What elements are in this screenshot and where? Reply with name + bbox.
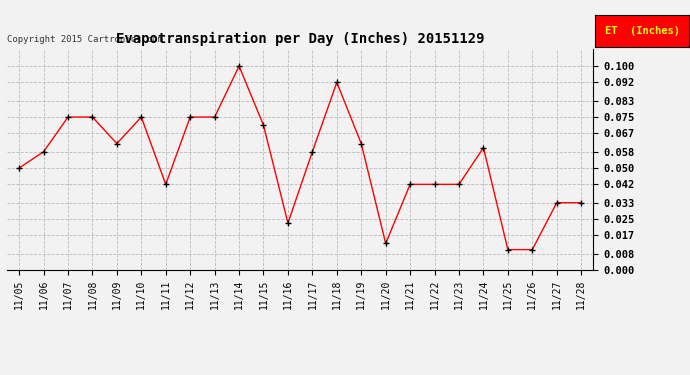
Title: Evapotranspiration per Day (Inches) 20151129: Evapotranspiration per Day (Inches) 2015… xyxy=(116,32,484,46)
Text: ET  (Inches): ET (Inches) xyxy=(604,26,680,36)
Text: Copyright 2015 Cartronics.com: Copyright 2015 Cartronics.com xyxy=(7,35,163,44)
